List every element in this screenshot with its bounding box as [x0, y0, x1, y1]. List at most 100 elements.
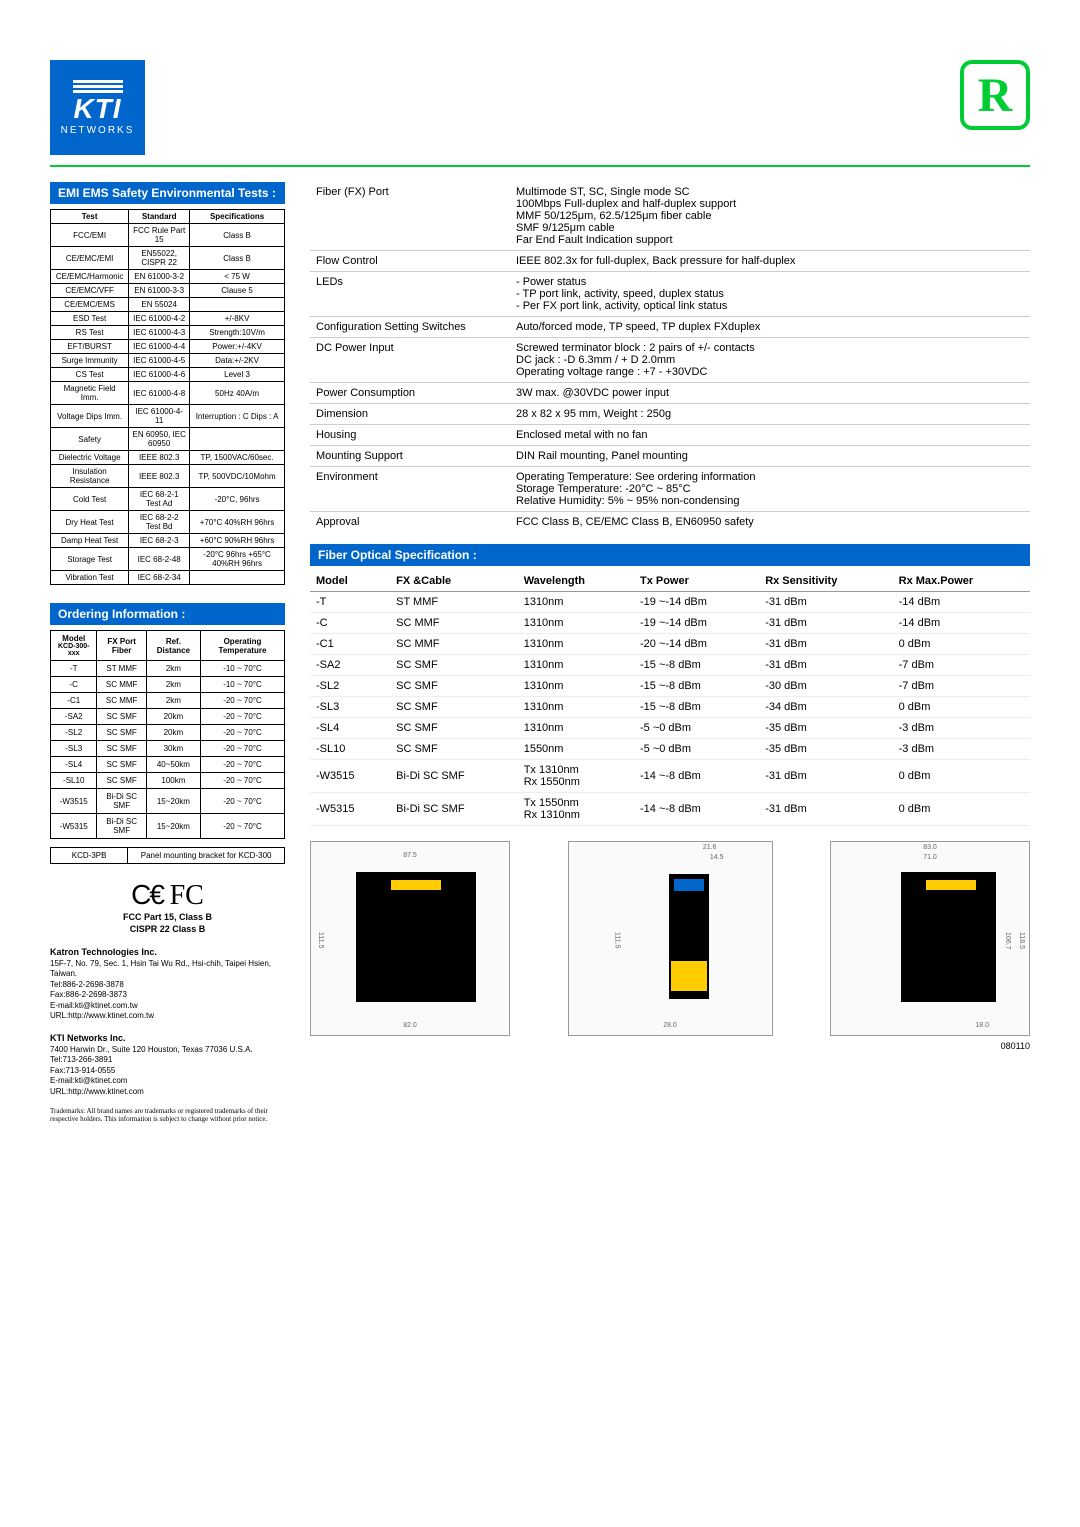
tests-header: Specifications — [190, 210, 285, 224]
spec-row: Fiber (FX) PortMultimode ST, SC, Single … — [310, 182, 1030, 251]
spec-row: Flow ControlIEEE 802.3x for full-duplex,… — [310, 251, 1030, 272]
page-header: KTI NETWORKS R — [50, 60, 1030, 155]
tests-row: RS TestIEC 61000-4-3Strength:10V/m — [51, 326, 285, 340]
tests-row: ESD TestIEC 61000-4-2+/-8KV — [51, 312, 285, 326]
fiber-row: -SA2SC SMF1310nm-15 ~-8 dBm-31 dBm-7 dBm — [310, 655, 1030, 676]
compliance-text: FCC Part 15, Class B CISPR 22 Class B — [50, 912, 285, 935]
ordering-row: -W3515Bi-Di SC SMF15~20km-20 ~ 70°C — [51, 789, 285, 814]
ordering-row: -SL10SC SMF100km-20 ~ 70°C — [51, 773, 285, 789]
accessory-desc: Panel mounting bracket for KCD-300 — [128, 848, 285, 864]
fiber-row: -SL4SC SMF1310nm-5 ~0 dBm-35 dBm-3 dBm — [310, 718, 1030, 739]
tests-row: Surge ImmunityIEC 61000-4-5Data:+/-2KV — [51, 354, 285, 368]
tests-row: Cold TestIEC 68-2-1 Test Ad-20°C, 96hrs — [51, 488, 285, 511]
spec-label: Flow Control — [310, 251, 510, 272]
tests-row: Magnetic Field Imm.IEC 61000-4-850Hz 40A… — [51, 382, 285, 405]
accessory-model: KCD-3PB — [51, 848, 128, 864]
tests-row: Damp Heat TestIEC 68-2-3+60°C 90%RH 96hr… — [51, 534, 285, 548]
tests-row: Vibration TestIEC 68-2-34 — [51, 571, 285, 585]
spec-row: Dimension28 x 82 x 95 mm, Weight : 250g — [310, 404, 1030, 425]
spec-label: Approval — [310, 512, 510, 533]
tests-row: CE/EMC/VFFEN 61000-3-3Clause 5 — [51, 284, 285, 298]
ordering-table: ModelKCD-300-xxx FX Port Fiber Ref. Dist… — [50, 630, 285, 839]
tests-row: CE/EMC/EMIEN55022, CISPR 22Class B — [51, 247, 285, 270]
spec-value: Screwed terminator block : 2 pairs of +/… — [510, 338, 1030, 383]
fiber-row: -W5315Bi-Di SC SMFTx 1550nm Rx 1310nm-14… — [310, 793, 1030, 826]
spec-label: Fiber (FX) Port — [310, 182, 510, 251]
tests-section-title: EMI EMS Safety Environmental Tests : — [50, 182, 285, 204]
spec-row: Configuration Setting SwitchesAuto/force… — [310, 317, 1030, 338]
ordering-header-dist: Ref. Distance — [146, 631, 200, 661]
spec-label: Mounting Support — [310, 446, 510, 467]
compliance-marks: C€ FC — [50, 879, 285, 912]
spec-row: EnvironmentOperating Temperature: See or… — [310, 467, 1030, 512]
spec-value: - Power status - TP port link, activity,… — [510, 272, 1030, 317]
tests-table: TestStandardSpecifications FCC/EMIFCC Ru… — [50, 209, 285, 585]
fiber-row: -W3515Bi-Di SC SMFTx 1310nm Rx 1550nm-14… — [310, 760, 1030, 793]
fiber-header: Rx Max.Power — [893, 571, 1030, 592]
spec-value: 3W max. @30VDC power input — [510, 383, 1030, 404]
diagram-side: 21.6 14.5 111.5 28.0 — [568, 841, 773, 1036]
spec-row: ApprovalFCC Class B, CE/EMC Class B, EN6… — [310, 512, 1030, 533]
fiber-header: Rx Sensitivity — [759, 571, 892, 592]
spec-label: Dimension — [310, 404, 510, 425]
dimension-diagrams: 87.5 111.5 82.0 21.6 14.5 111.5 28.0 — [310, 841, 1030, 1036]
spec-label: Housing — [310, 425, 510, 446]
ordering-row: -TST MMF2km-10 ~ 70°C — [51, 661, 285, 677]
ordering-header-model: ModelKCD-300-xxx — [51, 631, 97, 661]
tests-row: Dry Heat TestIEC 68-2-2 Test Bd+70°C 40%… — [51, 511, 285, 534]
spec-label: LEDs — [310, 272, 510, 317]
header-divider — [50, 165, 1030, 167]
spec-value: 28 x 82 x 95 mm, Weight : 250g — [510, 404, 1030, 425]
footer-code: 080110 — [310, 1041, 1030, 1051]
ordering-accessory-table: KCD-3PB Panel mounting bracket for KCD-3… — [50, 847, 285, 864]
spec-label: DC Power Input — [310, 338, 510, 383]
fiber-spec-table: ModelFX &CableWavelengthTx PowerRx Sensi… — [310, 571, 1030, 826]
fiber-section-title: Fiber Optical Specification : — [310, 544, 1030, 566]
ordering-header-temp: Operating Temperature — [200, 631, 284, 661]
fiber-row: -CSC MMF1310nm-19 ~-14 dBm-31 dBm-14 dBm — [310, 613, 1030, 634]
spec-value: DIN Rail mounting, Panel mounting — [510, 446, 1030, 467]
fiber-header: Model — [310, 571, 390, 592]
tests-row: Storage TestIEC 68-2-48-20°C 96hrs +65°C… — [51, 548, 285, 571]
tests-header: Standard — [129, 210, 190, 224]
fiber-header: Wavelength — [518, 571, 634, 592]
ordering-row: -SL2SC SMF20km-20 ~ 70°C — [51, 725, 285, 741]
fiber-row: -SL2SC SMF1310nm-15 ~-8 dBm-30 dBm-7 dBm — [310, 676, 1030, 697]
fiber-row: -C1SC MMF1310nm-20 ~-14 dBm-31 dBm0 dBm — [310, 634, 1030, 655]
company-2: KTI Networks Inc. 7400 Harwin Dr., Suite… — [50, 1033, 285, 1097]
spec-value: FCC Class B, CE/EMC Class B, EN60950 saf… — [510, 512, 1030, 533]
fiber-row: -SL3SC SMF1310nm-15 ~-8 dBm-34 dBm0 dBm — [310, 697, 1030, 718]
company-1: Katron Technologies Inc. 15F-7, No. 79, … — [50, 947, 285, 1021]
spec-label: Configuration Setting Switches — [310, 317, 510, 338]
spec-value: Auto/forced mode, TP speed, TP duplex FX… — [510, 317, 1030, 338]
spec-label: Environment — [310, 467, 510, 512]
tests-row: CE/EMC/HarmonicEN 61000-3-2< 75 W — [51, 270, 285, 284]
tests-row: CE/EMC/EMSEN 55024 — [51, 298, 285, 312]
tests-row: EFT/BURSTIEC 61000-4-4Power:+/-4KV — [51, 340, 285, 354]
fiber-row: -TST MMF1310nm-19 ~-14 dBm-31 dBm-14 dBm — [310, 592, 1030, 613]
spec-row: HousingEnclosed metal with no fan — [310, 425, 1030, 446]
diagram-back: 83.0 71.0 106.7 118.5 18.0 — [830, 841, 1030, 1036]
kti-logo: KTI NETWORKS — [50, 60, 145, 155]
ordering-row: -W5315Bi-Di SC SMF15~20km-20 ~ 70°C — [51, 814, 285, 839]
r-logo: R — [960, 60, 1030, 130]
ordering-row: -CSC MMF2km-10 ~ 70°C — [51, 677, 285, 693]
ordering-header-fiber: FX Port Fiber — [97, 631, 146, 661]
spec-value: Operating Temperature: See ordering info… — [510, 467, 1030, 512]
fiber-row: -SL10SC SMF1550nm-5 ~0 dBm-35 dBm-3 dBm — [310, 739, 1030, 760]
ordering-section-title: Ordering Information : — [50, 603, 285, 625]
fiber-header: FX &Cable — [390, 571, 518, 592]
tests-row: Voltage Dips Imm.IEC 61000-4-11Interrupt… — [51, 405, 285, 428]
spec-label: Power Consumption — [310, 383, 510, 404]
disclaimer-text: Trademarks: All brand names are trademar… — [50, 1107, 285, 1123]
diagram-front: 87.5 111.5 82.0 — [310, 841, 510, 1036]
ordering-row: -C1SC MMF2km-20 ~ 70°C — [51, 693, 285, 709]
tests-row: Insulation ResistanceIEEE 802.3TP, 500VD… — [51, 465, 285, 488]
spec-row: DC Power InputScrewed terminator block :… — [310, 338, 1030, 383]
spec-value: Enclosed metal with no fan — [510, 425, 1030, 446]
spec-value: Multimode ST, SC, Single mode SC 100Mbps… — [510, 182, 1030, 251]
ordering-row: -SL3SC SMF30km-20 ~ 70°C — [51, 741, 285, 757]
tests-row: SafetyEN 60950, IEC 60950 — [51, 428, 285, 451]
tests-header: Test — [51, 210, 129, 224]
tests-row: CS TestIEC 61000-4-6Level 3 — [51, 368, 285, 382]
